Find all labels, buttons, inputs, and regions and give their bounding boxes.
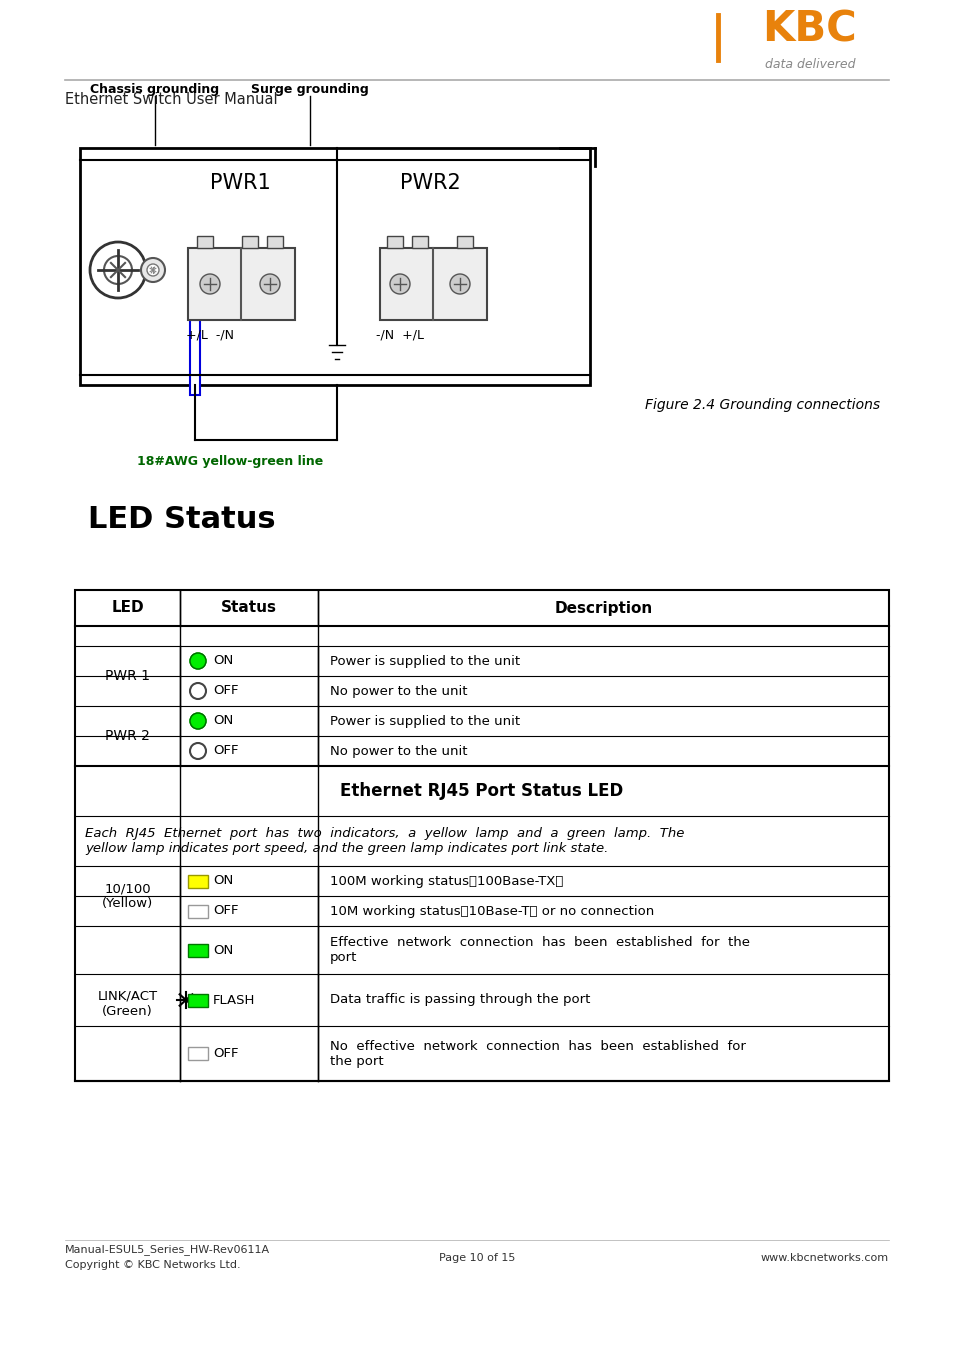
Text: No power to the unit: No power to the unit [330, 684, 467, 698]
Text: 18#AWG yellow-green line: 18#AWG yellow-green line [136, 455, 323, 468]
Bar [412, 236, 428, 248]
Bar [379, 248, 486, 320]
Bar [188, 994, 208, 1007]
Text: OFF: OFF [213, 904, 238, 918]
Text: www.kbcnetworks.com: www.kbcnetworks.com [760, 1253, 888, 1264]
Circle shape [190, 683, 206, 699]
Text: Page 10 of 15: Page 10 of 15 [438, 1253, 515, 1264]
Text: PWR1: PWR1 [210, 173, 270, 193]
Text: Copyright © KBC Networks Ltd.: Copyright © KBC Networks Ltd. [65, 1260, 240, 1270]
Bar [75, 590, 888, 1081]
Text: PWR2: PWR2 [399, 173, 460, 193]
Text: Surge grounding: Surge grounding [251, 82, 369, 96]
Bar [242, 236, 257, 248]
Text: ON: ON [213, 875, 233, 887]
Bar [188, 944, 208, 957]
Bar [267, 236, 283, 248]
Circle shape [190, 653, 206, 670]
Text: LED Status: LED Status [88, 505, 275, 535]
Text: Power is supplied to the unit: Power is supplied to the unit [330, 714, 519, 728]
Circle shape [260, 274, 280, 294]
Circle shape [390, 274, 410, 294]
Text: 10M working status（10Base-T） or no connection: 10M working status（10Base-T） or no conne… [330, 904, 654, 918]
Text: Manual-ESUL5_Series_HW-Rev0611A: Manual-ESUL5_Series_HW-Rev0611A [65, 1245, 270, 1256]
Text: Data traffic is passing through the port: Data traffic is passing through the port [330, 994, 590, 1007]
Circle shape [190, 743, 206, 759]
Text: KBC: KBC [761, 9, 857, 51]
Circle shape [200, 274, 220, 294]
Text: Ethernet RJ45 Port Status LED: Ethernet RJ45 Port Status LED [340, 782, 623, 801]
Text: -/N  +/L: -/N +/L [375, 328, 423, 342]
Text: Status: Status [221, 601, 276, 616]
Text: 10/100
(Yellow): 10/100 (Yellow) [102, 882, 153, 910]
Bar [188, 875, 208, 887]
Text: LED: LED [112, 601, 144, 616]
Bar [387, 236, 402, 248]
Text: Power is supplied to the unit: Power is supplied to the unit [330, 655, 519, 667]
Bar [188, 1048, 208, 1060]
Text: LINK/ACT
(Green): LINK/ACT (Green) [97, 990, 157, 1018]
Text: ON: ON [213, 944, 233, 957]
Bar [188, 904, 208, 918]
Text: Chassis grounding: Chassis grounding [91, 82, 219, 96]
Text: data delivered: data delivered [764, 58, 854, 72]
Text: OFF: OFF [213, 744, 238, 757]
Text: No  effective  network  connection  has  been  established  for
the port: No effective network connection has been… [330, 1040, 745, 1068]
Text: 100M working status（100Base-TX）: 100M working status（100Base-TX） [330, 875, 563, 887]
Text: FLASH: FLASH [213, 994, 255, 1007]
Text: OFF: OFF [213, 684, 238, 698]
Text: PWR 2: PWR 2 [105, 729, 150, 742]
Circle shape [147, 265, 159, 275]
Circle shape [90, 242, 146, 298]
Circle shape [190, 713, 206, 729]
Bar [188, 248, 294, 320]
Bar [456, 236, 473, 248]
Text: OFF: OFF [213, 1048, 238, 1060]
Circle shape [104, 256, 132, 284]
Bar [80, 148, 589, 385]
Text: PWR 1: PWR 1 [105, 670, 150, 683]
Text: No power to the unit: No power to the unit [330, 744, 467, 757]
Text: Description: Description [554, 601, 652, 616]
Text: ON: ON [213, 714, 233, 728]
Text: Each  RJ45  Ethernet  port  has  two  indicators,  a  yellow  lamp  and  a  gree: Each RJ45 Ethernet port has two indicato… [85, 828, 683, 855]
Circle shape [141, 258, 165, 282]
Circle shape [450, 274, 470, 294]
Text: Figure 2.4 Grounding connections: Figure 2.4 Grounding connections [644, 398, 879, 412]
Bar [196, 236, 213, 248]
Text: Effective  network  connection  has  been  established  for  the
port: Effective network connection has been es… [330, 936, 749, 964]
Text: ON: ON [213, 655, 233, 667]
Text: Ethernet Switch User Manual: Ethernet Switch User Manual [65, 93, 277, 108]
Text: +/L  -/N: +/L -/N [186, 328, 233, 342]
Bar [190, 320, 200, 396]
